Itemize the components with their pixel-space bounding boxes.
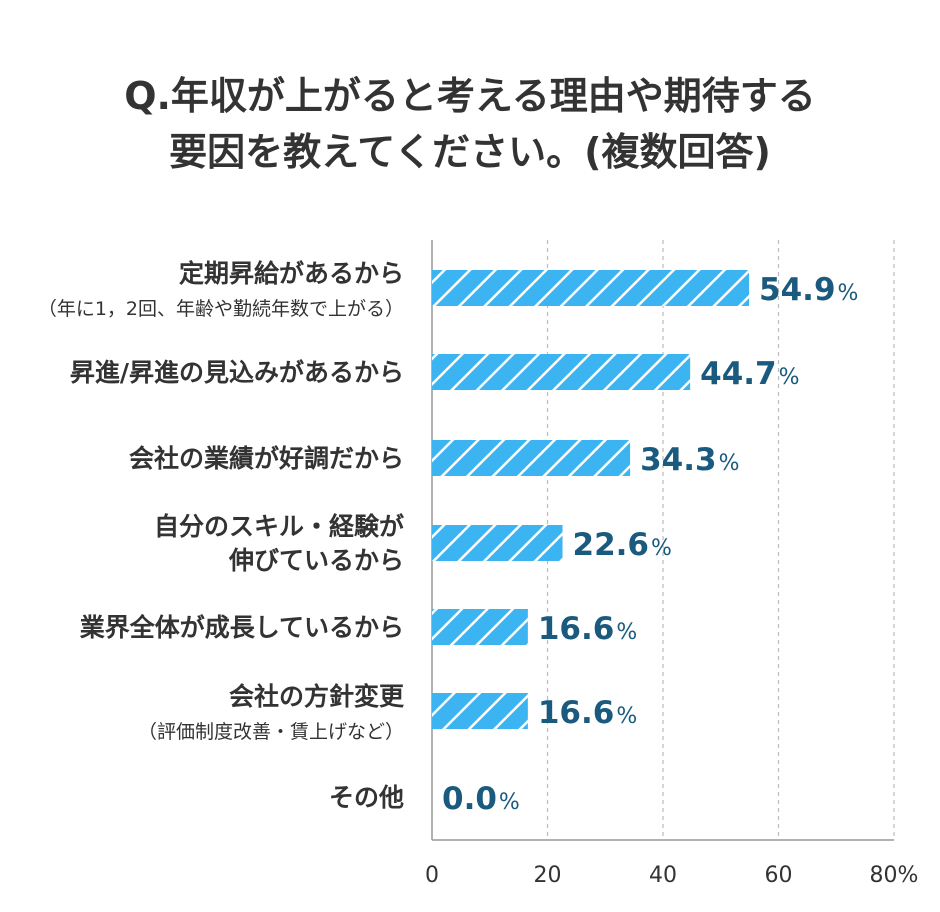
category-label-line: 自分のスキル・経験が: [154, 512, 404, 541]
chart-title-line-2: 要因を教えてください。(複数回答): [169, 130, 771, 174]
value-label: 16.6%: [538, 695, 637, 731]
category-label-line: 定期昇給があるから: [179, 259, 404, 288]
category-label: その他: [329, 783, 404, 812]
bar: [432, 270, 750, 306]
x-tick-label: 80%: [870, 863, 919, 888]
value-label: 0.0%: [442, 781, 520, 817]
value-labels: 54.9% 44.7% 34.3% 22.6% 16.6% 16.6% 0.0%: [442, 272, 858, 817]
bar: [432, 525, 563, 561]
bars: [432, 270, 750, 729]
value-label: 16.6%: [538, 611, 637, 647]
x-tick-label: 20: [534, 863, 562, 888]
category-label-line: 業界全体が成長しているから: [80, 613, 404, 642]
category-sublabel: （評価制度改善・賃上げなど）: [138, 721, 404, 743]
category-label: 会社の業績が好調だから: [129, 444, 404, 473]
bar: [432, 354, 691, 390]
value-label: 22.6%: [573, 527, 672, 563]
category-sublabel: （年に1，2回、年齢や勤続年数で上がる）: [38, 298, 404, 320]
category-label: 会社の方針変更 （評価制度改善・賃上げなど）: [138, 682, 405, 743]
category-label-line: その他: [329, 783, 404, 812]
bar: [432, 693, 528, 729]
chart-title-line-1: Q.年収が上がると考える理由や期待する: [124, 74, 816, 118]
bar: [432, 440, 631, 476]
x-tick-label: 40: [649, 863, 677, 888]
value-label: 44.7%: [700, 356, 799, 392]
category-label-line: 昇進/昇進の見込みがあるから: [70, 358, 404, 387]
x-tick-label: 0: [425, 863, 439, 888]
category-label-line: 伸びているから: [228, 546, 404, 575]
bar: [432, 609, 528, 645]
value-label: 34.3%: [640, 442, 739, 478]
category-label-line: 会社の方針変更: [229, 682, 405, 711]
category-label: 昇進/昇進の見込みがあるから: [70, 358, 404, 387]
category-label: 業界全体が成長しているから: [80, 613, 404, 642]
category-label-line: 会社の業績が好調だから: [129, 444, 404, 473]
x-tick-label: 60: [765, 863, 793, 888]
x-axis-ticks: 0 20 40 60 80%: [425, 863, 918, 888]
category-label: 定期昇給があるから （年に1，2回、年齢や勤続年数で上がる）: [38, 259, 404, 320]
chart-title: Q.年収が上がると考える理由や期待する 要因を教えてください。(複数回答): [0, 68, 940, 180]
category-labels: 定期昇給があるから （年に1，2回、年齢や勤続年数で上がる） 昇進/昇進の見込みがあ…: [38, 259, 405, 812]
value-label: 54.9%: [759, 272, 858, 308]
